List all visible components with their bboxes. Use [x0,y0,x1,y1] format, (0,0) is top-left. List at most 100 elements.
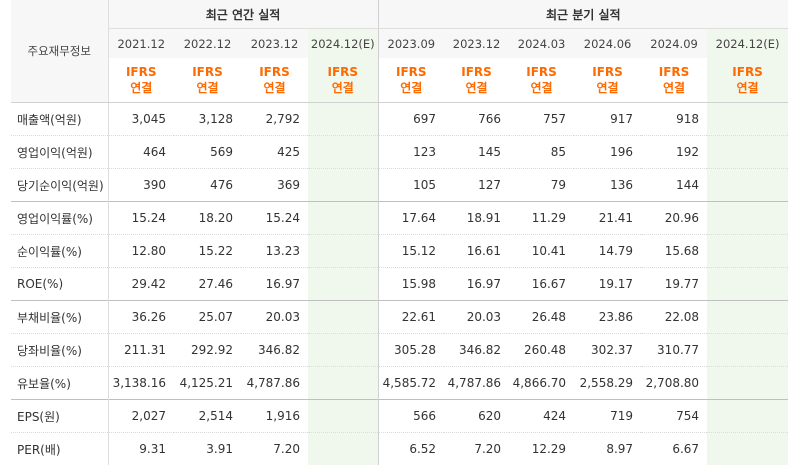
annual-value-cell: 13.23 [241,235,308,268]
quarter-value-cell [707,169,788,202]
quarter-period-header: 2024.06 [574,29,641,59]
annual-value-cell [308,136,378,169]
label-column-header: 주요재무정보 [11,0,108,103]
quarter-value-cell: 424 [509,400,574,433]
ifrs-label: IFRS [308,64,378,80]
quarter-value-cell: 127 [444,169,509,202]
annual-value-cell: 18.20 [174,202,241,235]
quarter-value-cell: 17.64 [378,202,444,235]
ifrs-label: IFRS [109,64,175,80]
quarter-value-cell: 136 [574,169,641,202]
quarter-value-cell: 697 [378,103,444,136]
annual-value-cell: 27.46 [174,268,241,301]
quarter-value-cell: 16.67 [509,268,574,301]
quarter-value-cell: 310.77 [641,334,707,367]
quarter-value-cell: 26.48 [509,301,574,334]
quarter-value-cell: 15.12 [378,235,444,268]
quarter-value-cell: 105 [378,169,444,202]
quarter-value-cell: 7.20 [444,433,509,465]
quarter-value-cell: 16.61 [444,235,509,268]
consolidated-label: 연결 [379,80,445,96]
quarter-value-cell [707,301,788,334]
quarter-period-header: 2024.12(E) [707,29,788,59]
annual-value-cell [308,301,378,334]
ifrs-label: IFRS [641,64,707,80]
annual-value-cell: 3,128 [174,103,241,136]
quarter-value-cell: 2,708.80 [641,367,707,400]
annual-value-cell: 425 [241,136,308,169]
quarter-value-cell: 10.41 [509,235,574,268]
annual-value-cell: 20.03 [241,301,308,334]
annual-value-cell [308,433,378,465]
annual-value-cell: 1,916 [241,400,308,433]
quarter-value-cell [707,334,788,367]
quarter-value-cell: 4,787.86 [444,367,509,400]
quarter-value-cell: 85 [509,136,574,169]
annual-value-cell: 7.20 [241,433,308,465]
annual-value-cell: 3,138.16 [108,367,174,400]
consolidated-label: 연결 [174,80,241,96]
row-label: 유보율(%) [11,367,108,400]
row-label: 당기순이익(억원) [11,169,108,202]
annual-value-cell: 15.24 [108,202,174,235]
quarter-value-cell: 20.96 [641,202,707,235]
ifrs-label: IFRS [379,64,445,80]
consolidated-label: 연결 [109,80,175,96]
quarter-value-cell: 346.82 [444,334,509,367]
quarter-value-cell [707,433,788,465]
annual-results-title: 최근 연간 실적 [108,0,378,29]
quarter-value-cell: 6.67 [641,433,707,465]
annual-period-header: 2021.12 [108,29,174,59]
quarter-value-cell: 305.28 [378,334,444,367]
quarter-value-cell [707,367,788,400]
annual-value-cell [308,268,378,301]
annual-value-cell: 15.24 [241,202,308,235]
quarter-value-cell: 11.29 [509,202,574,235]
consolidated-label: 연결 [641,80,707,96]
consolidated-label: 연결 [574,80,641,96]
ifrs-label: IFRS [241,64,308,80]
quarter-value-cell: 719 [574,400,641,433]
quarter-period-header: 2023.12 [444,29,509,59]
row-label: PER(배) [11,433,108,465]
quarter-results-title: 최근 분기 실적 [378,0,788,29]
quarter-value-cell: 4,866.70 [509,367,574,400]
quarter-value-cell: 754 [641,400,707,433]
annual-value-cell [308,169,378,202]
consolidated-label: 연결 [509,80,574,96]
quarter-period-header: 2024.09 [641,29,707,59]
annual-value-cell: 25.07 [174,301,241,334]
quarter-value-cell: 19.77 [641,268,707,301]
quarter-value-cell: 23.86 [574,301,641,334]
quarter-value-cell: 145 [444,136,509,169]
quarter-value-cell: 2,558.29 [574,367,641,400]
consolidated-label: 연결 [444,80,509,96]
annual-value-cell: 9.31 [108,433,174,465]
quarter-value-cell: 196 [574,136,641,169]
quarter-value-cell [707,235,788,268]
row-label: EPS(원) [11,400,108,433]
row-label: 매출액(억원) [11,103,108,136]
annual-value-cell: 464 [108,136,174,169]
row-label: 영업이익(억원) [11,136,108,169]
annual-value-cell [308,334,378,367]
quarter-value-cell [707,268,788,301]
annual-value-cell [308,367,378,400]
quarter-value-cell: 22.08 [641,301,707,334]
annual-value-cell: 2,792 [241,103,308,136]
annual-value-cell: 476 [174,169,241,202]
row-label: 순이익률(%) [11,235,108,268]
quarter-value-cell: 566 [378,400,444,433]
quarter-value-cell: 766 [444,103,509,136]
row-label: 당좌비율(%) [11,334,108,367]
annual-period-header: 2024.12(E) [308,29,378,59]
